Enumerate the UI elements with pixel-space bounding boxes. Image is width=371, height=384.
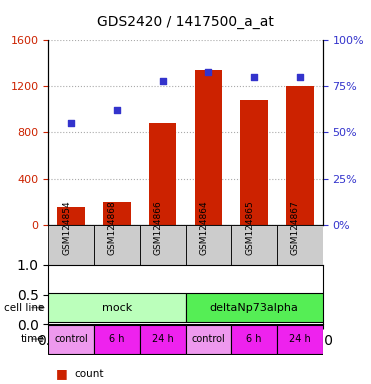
- Bar: [195, 70, 222, 225]
- Text: 24 h: 24 h: [289, 334, 311, 344]
- Text: GSM124864: GSM124864: [199, 201, 209, 255]
- Text: count: count: [74, 369, 104, 379]
- Text: 24 h: 24 h: [152, 334, 174, 344]
- Bar: [58, 207, 85, 225]
- Point: [206, 69, 211, 75]
- Bar: [277, 225, 323, 292]
- Bar: [186, 324, 231, 354]
- Bar: [48, 293, 186, 322]
- Bar: [231, 324, 277, 354]
- Text: GSM124868: GSM124868: [108, 200, 117, 255]
- Text: mock: mock: [102, 303, 132, 313]
- Text: deltaNp73alpha: deltaNp73alpha: [210, 303, 299, 313]
- Text: ■: ■: [56, 367, 68, 381]
- Text: GSM124867: GSM124867: [291, 200, 300, 255]
- Text: GSM124866: GSM124866: [154, 200, 162, 255]
- Text: GDS2420 / 1417500_a_at: GDS2420 / 1417500_a_at: [97, 15, 274, 29]
- Bar: [186, 225, 231, 292]
- Bar: [140, 324, 186, 354]
- Text: 6 h: 6 h: [246, 334, 262, 344]
- Bar: [48, 225, 94, 292]
- Point: [160, 78, 165, 84]
- Bar: [240, 100, 268, 225]
- Bar: [48, 324, 94, 354]
- Bar: [94, 225, 140, 292]
- Bar: [140, 225, 186, 292]
- Bar: [149, 123, 176, 225]
- Point: [68, 120, 74, 126]
- Text: control: control: [191, 334, 225, 344]
- Text: control: control: [54, 334, 88, 344]
- Bar: [103, 202, 131, 225]
- Point: [114, 107, 120, 113]
- Text: cell line: cell line: [4, 303, 45, 313]
- Bar: [94, 324, 140, 354]
- Point: [297, 74, 303, 80]
- Text: 6 h: 6 h: [109, 334, 125, 344]
- Point: [251, 74, 257, 80]
- Bar: [186, 293, 323, 322]
- Text: GSM124865: GSM124865: [245, 200, 254, 255]
- Text: GSM124854: GSM124854: [62, 201, 71, 255]
- Text: time: time: [21, 334, 45, 344]
- Bar: [277, 324, 323, 354]
- Bar: [231, 225, 277, 292]
- Bar: [286, 86, 313, 225]
